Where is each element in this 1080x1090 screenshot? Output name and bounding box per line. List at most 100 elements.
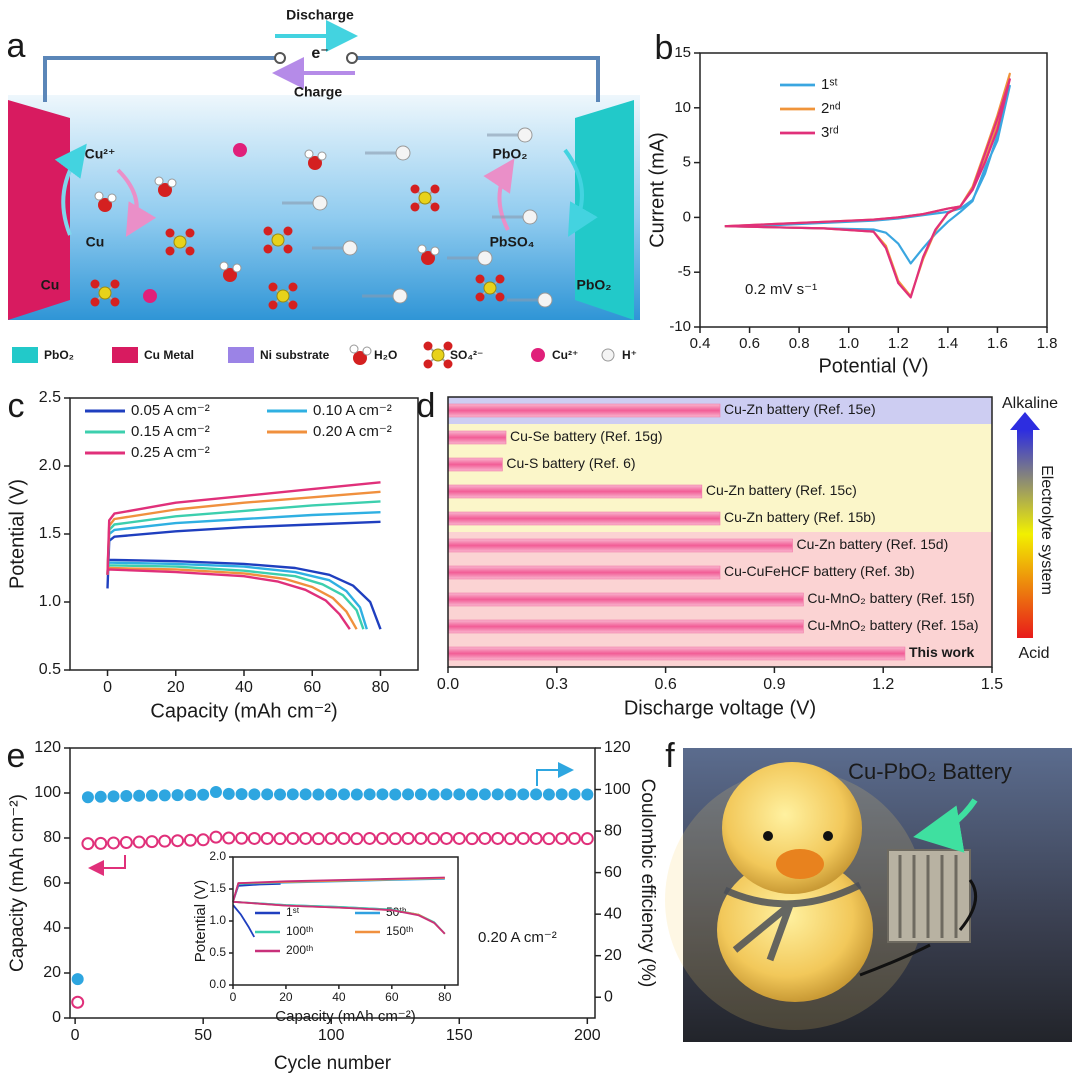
sulfate-o <box>283 244 293 254</box>
sulfate-o <box>110 297 120 307</box>
annotation: 0.20 A cm⁻² <box>478 929 557 946</box>
data-point <box>94 790 107 803</box>
y-tick-label: 20 <box>43 964 61 981</box>
water-o <box>308 156 322 170</box>
data-point <box>389 788 402 801</box>
y2-tick-label: 100 <box>604 781 631 798</box>
legend-label: 3ʳᵈ <box>821 124 839 141</box>
water-o <box>223 268 237 282</box>
data-point <box>350 832 364 846</box>
inset-bg <box>233 857 458 985</box>
y-tick-label: 2.0 <box>39 457 61 474</box>
pbo2-electrode <box>575 100 634 320</box>
sulfate-o <box>263 226 273 236</box>
data-point <box>439 831 453 845</box>
plot-frame <box>699 52 1048 328</box>
data-point <box>466 788 479 801</box>
bar-label: Cu-MnO₂ battery (Ref. 15f) <box>807 590 974 606</box>
data-point <box>376 788 389 801</box>
legend-label: 1ˢᵗ <box>286 905 300 919</box>
y2-tick-label: 40 <box>604 905 622 922</box>
data-point <box>529 831 543 845</box>
data-point <box>478 831 492 845</box>
proton <box>477 250 493 266</box>
duck-eye <box>763 831 773 841</box>
data-point <box>375 831 389 845</box>
series-line <box>232 876 446 935</box>
data-point <box>273 832 287 846</box>
data-point <box>261 788 274 801</box>
bar <box>447 646 906 661</box>
bar <box>447 538 793 553</box>
cu-ion <box>143 289 157 303</box>
bar <box>447 430 507 445</box>
data-point <box>478 788 491 801</box>
data-point <box>171 789 184 802</box>
y-axis-label: Current (mA) <box>646 132 668 248</box>
colorbar-arrow <box>1010 412 1040 430</box>
water-h <box>417 244 427 254</box>
y-tick-label: 10 <box>674 99 691 116</box>
sulfate-o <box>288 282 298 292</box>
sulfate-o <box>423 341 433 351</box>
bar-label: Cu-Zn battery (Ref. 15c) <box>706 482 857 498</box>
wire <box>43 56 600 102</box>
data-point <box>145 835 159 849</box>
sulfate-o <box>443 359 453 369</box>
data-point <box>133 789 146 802</box>
diagram-label: PbO₂ <box>577 277 612 293</box>
photo-arrow <box>913 798 978 853</box>
sulfate-o <box>430 202 440 212</box>
sulfate-o <box>288 300 298 310</box>
y-tick-label: -10 <box>669 318 691 335</box>
sulfate-o <box>410 202 420 212</box>
x-tick-label: 0.8 <box>789 335 810 352</box>
x-axis-label: Discharge voltage (V) <box>624 697 816 719</box>
panel-letter: f <box>665 737 675 775</box>
x-tick-label: 0 <box>103 679 112 696</box>
sulfate-s <box>271 233 285 247</box>
water-h <box>167 178 177 188</box>
water-h <box>430 246 440 256</box>
x-tick-label: 0.4 <box>690 335 711 352</box>
data-point <box>158 789 171 802</box>
sulfate-o <box>495 292 505 302</box>
y-tick-label: 2.5 <box>39 389 61 406</box>
data-point <box>452 831 466 845</box>
water-o <box>158 183 172 197</box>
x-tick-label: 0.9 <box>763 676 785 693</box>
legend-label: 0.05 A cm⁻² <box>131 402 210 419</box>
legend-label: 0.25 A cm⁻² <box>131 444 210 461</box>
legend-swatch <box>12 347 38 363</box>
bar-label: Cu-CuFeHCF battery (Ref. 3b) <box>724 563 915 579</box>
water-h <box>107 193 117 203</box>
y-tick-label: 5 <box>683 154 691 171</box>
x-tick-label: 50 <box>194 1027 212 1044</box>
sulfate-o <box>410 184 420 194</box>
data-point <box>311 832 325 846</box>
bar <box>447 565 721 580</box>
data-point <box>81 837 95 851</box>
data-point <box>440 788 453 801</box>
legend-label: 0.15 A cm⁻² <box>131 423 210 440</box>
data-point <box>107 836 121 850</box>
curve-arrow <box>54 143 87 236</box>
plot-frame <box>69 397 419 671</box>
x-tick-label: 60 <box>303 679 321 696</box>
diagram-label: Charge <box>294 84 342 100</box>
data-point <box>94 836 108 850</box>
data-point <box>197 788 210 801</box>
data-point <box>183 833 197 847</box>
data-point <box>196 833 210 847</box>
y-axis-label: Capacity (mAh cm⁻²) <box>7 794 28 972</box>
x-tick-label: 20 <box>279 990 293 1004</box>
terminal <box>346 52 358 64</box>
proton <box>537 292 553 308</box>
sulfate-s <box>418 191 432 205</box>
data-point <box>145 789 158 802</box>
bar <box>447 484 703 499</box>
colorbar <box>1017 430 1033 638</box>
series-line <box>724 84 1011 265</box>
